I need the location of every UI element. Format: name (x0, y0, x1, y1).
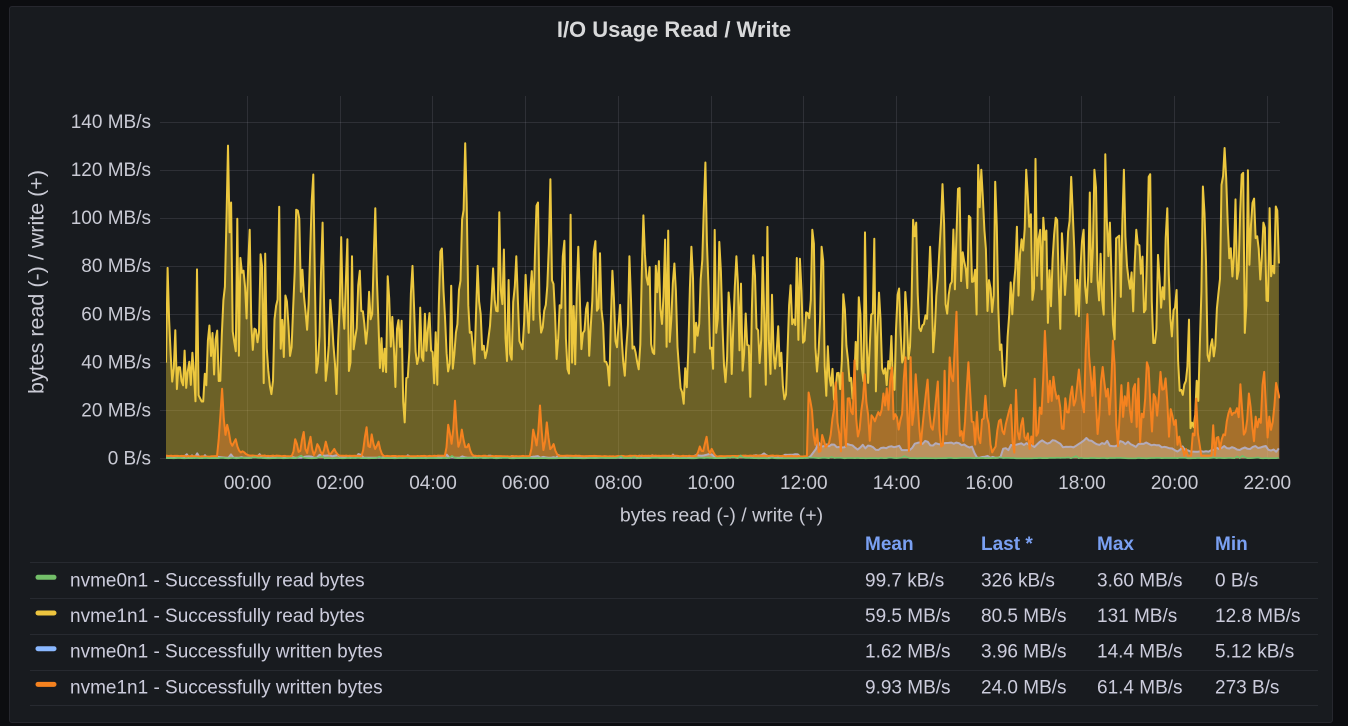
svg-text:80 MB/s: 80 MB/s (81, 256, 151, 277)
svg-text:0 B/s: 0 B/s (1215, 570, 1258, 591)
svg-text:9.93 MB/s: 9.93 MB/s (865, 677, 951, 698)
svg-text:60 MB/s: 60 MB/s (81, 304, 151, 325)
svg-text:24.0 MB/s: 24.0 MB/s (981, 677, 1067, 698)
svg-text:140 MB/s: 140 MB/s (71, 112, 151, 133)
svg-text:1.62 MB/s: 1.62 MB/s (865, 642, 951, 663)
svg-text:nvme1n1 - Successfully read by: nvme1n1 - Successfully read bytes (70, 606, 365, 627)
svg-text:Mean: Mean (865, 534, 914, 555)
svg-text:100 MB/s: 100 MB/s (71, 208, 151, 229)
svg-text:14:00: 14:00 (873, 473, 921, 494)
svg-text:14.4 MB/s: 14.4 MB/s (1097, 642, 1183, 663)
svg-text:131 MB/s: 131 MB/s (1097, 606, 1177, 627)
svg-text:3.60 MB/s: 3.60 MB/s (1097, 570, 1183, 591)
svg-text:80.5 MB/s: 80.5 MB/s (981, 606, 1067, 627)
svg-text:12:00: 12:00 (780, 473, 828, 494)
svg-text:nvme0n1 - Successfully read by: nvme0n1 - Successfully read bytes (70, 570, 365, 591)
svg-text:00:00: 00:00 (224, 473, 272, 494)
svg-text:273 B/s: 273 B/s (1215, 677, 1279, 698)
svg-text:326 kB/s: 326 kB/s (981, 570, 1055, 591)
svg-text:99.7 kB/s: 99.7 kB/s (865, 570, 944, 591)
svg-text:Min: Min (1215, 534, 1248, 555)
svg-text:120 MB/s: 120 MB/s (71, 160, 151, 181)
svg-text:04:00: 04:00 (409, 473, 457, 494)
svg-text:5.12 kB/s: 5.12 kB/s (1215, 642, 1294, 663)
svg-text:Last *: Last * (981, 534, 1033, 555)
svg-text:59.5 MB/s: 59.5 MB/s (865, 606, 951, 627)
svg-text:61.4 MB/s: 61.4 MB/s (1097, 677, 1183, 698)
svg-text:nvme1n1 - Successfully written: nvme1n1 - Successfully written bytes (70, 677, 383, 698)
svg-text:20 MB/s: 20 MB/s (81, 400, 151, 421)
svg-text:40 MB/s: 40 MB/s (81, 352, 151, 373)
svg-text:06:00: 06:00 (502, 473, 550, 494)
svg-text:20:00: 20:00 (1151, 473, 1199, 494)
svg-text:0 B/s: 0 B/s (108, 449, 151, 470)
svg-text:02:00: 02:00 (317, 473, 365, 494)
svg-text:nvme0n1 - Successfully written: nvme0n1 - Successfully written bytes (70, 642, 383, 663)
svg-text:08:00: 08:00 (595, 473, 643, 494)
svg-text:12.8 MB/s: 12.8 MB/s (1215, 606, 1301, 627)
svg-text:3.96 MB/s: 3.96 MB/s (981, 642, 1067, 663)
svg-text:bytes read (-) / write (+): bytes read (-) / write (+) (25, 170, 49, 394)
svg-text:I/O Usage Read / Write: I/O Usage Read / Write (557, 17, 791, 42)
svg-text:22:00: 22:00 (1244, 473, 1292, 494)
svg-text:10:00: 10:00 (687, 473, 735, 494)
svg-text:18:00: 18:00 (1058, 473, 1106, 494)
svg-text:Max: Max (1097, 534, 1134, 555)
svg-text:16:00: 16:00 (965, 473, 1013, 494)
svg-text:bytes read (-) / write (+): bytes read (-) / write (+) (620, 505, 823, 527)
